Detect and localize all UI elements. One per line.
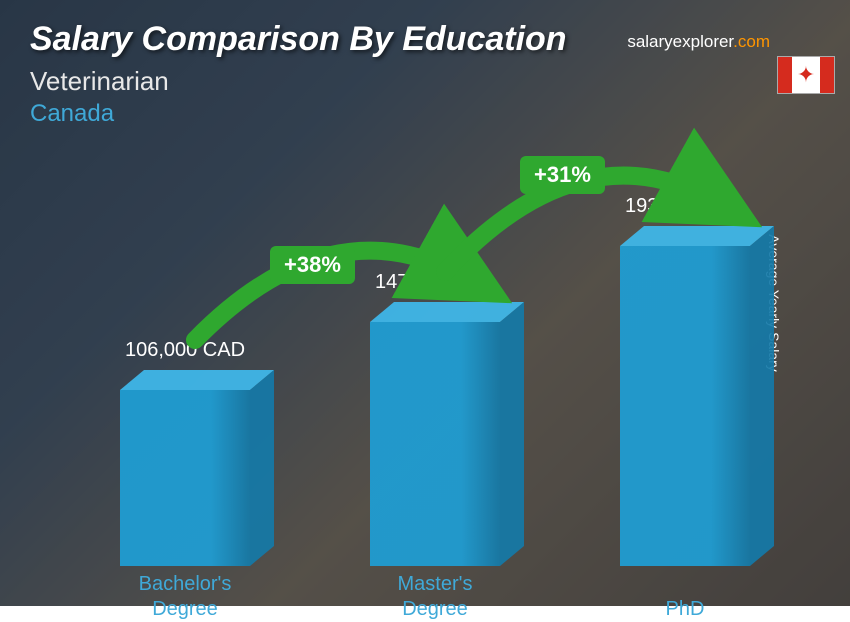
maple-leaf-icon: ✦	[797, 64, 815, 86]
percent-increase-badge: +31%	[520, 156, 605, 194]
bar-category-label: PhD	[600, 597, 770, 622]
chart-subtitle: Veterinarian	[30, 66, 169, 97]
watermark-suffix: .com	[733, 32, 770, 51]
chart-title: Salary Comparison By Education	[30, 20, 567, 59]
flag-red-left	[778, 57, 792, 93]
chart-container: Salary Comparison By Education Veterinar…	[0, 0, 850, 606]
chart-area: 106,000 CADBachelor'sDegree147,000 CADMa…	[60, 126, 790, 566]
watermark: salaryexplorer.com	[627, 32, 770, 52]
flag-canada-icon: ✦	[777, 56, 835, 94]
bar-category-label: Bachelor'sDegree	[100, 572, 270, 622]
increase-arrow-icon	[60, 126, 810, 566]
bar-category-label: Master'sDegree	[350, 572, 520, 622]
percent-increase-badge: +38%	[270, 246, 355, 284]
chart-country: Canada	[30, 100, 114, 128]
flag-white-mid: ✦	[792, 57, 820, 93]
flag-red-right	[820, 57, 834, 93]
watermark-prefix: salaryexplorer	[627, 32, 733, 51]
